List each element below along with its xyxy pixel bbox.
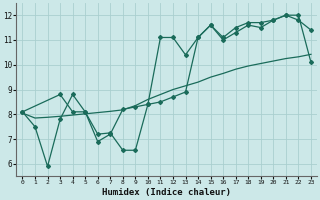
X-axis label: Humidex (Indice chaleur): Humidex (Indice chaleur) bbox=[102, 188, 231, 197]
